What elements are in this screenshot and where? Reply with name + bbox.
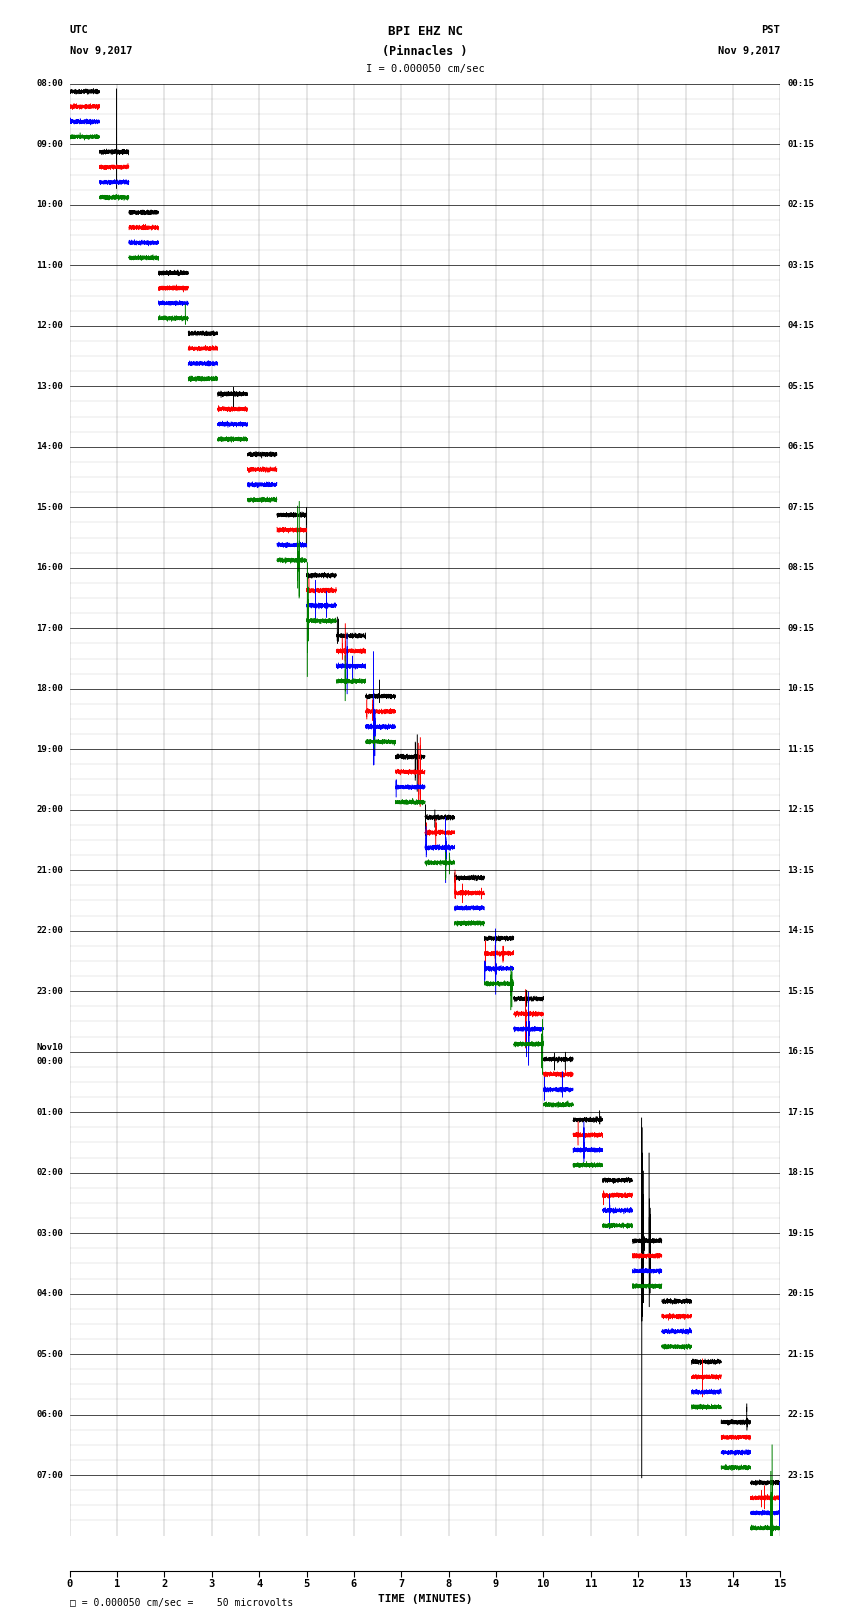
- Text: 07:15: 07:15: [787, 503, 814, 511]
- Text: Nov10: Nov10: [36, 1042, 63, 1052]
- Text: 03:00: 03:00: [36, 1229, 63, 1237]
- Text: 20:00: 20:00: [36, 805, 63, 815]
- Text: 05:00: 05:00: [36, 1350, 63, 1358]
- Text: Nov 9,2017: Nov 9,2017: [70, 47, 133, 56]
- Text: 12:15: 12:15: [787, 805, 814, 815]
- Text: 18:15: 18:15: [787, 1168, 814, 1177]
- Text: I = 0.000050 cm/sec: I = 0.000050 cm/sec: [366, 65, 484, 74]
- Text: 16:00: 16:00: [36, 563, 63, 573]
- Text: 23:15: 23:15: [787, 1471, 814, 1479]
- Text: 11:15: 11:15: [787, 745, 814, 753]
- Text: 12:00: 12:00: [36, 321, 63, 331]
- Text: 06:00: 06:00: [36, 1410, 63, 1419]
- Text: 21:00: 21:00: [36, 866, 63, 874]
- Text: 00:00: 00:00: [36, 1057, 63, 1066]
- Text: 17:15: 17:15: [787, 1108, 814, 1116]
- Text: 17:00: 17:00: [36, 624, 63, 632]
- Text: 13:00: 13:00: [36, 382, 63, 390]
- Text: 00:15: 00:15: [787, 79, 814, 89]
- Text: 07:00: 07:00: [36, 1471, 63, 1479]
- Text: 15:00: 15:00: [36, 503, 63, 511]
- Text: 14:15: 14:15: [787, 926, 814, 936]
- Text: 19:00: 19:00: [36, 745, 63, 753]
- X-axis label: TIME (MINUTES): TIME (MINUTES): [377, 1594, 473, 1603]
- Text: PST: PST: [762, 26, 780, 35]
- Text: 19:15: 19:15: [787, 1229, 814, 1237]
- Text: 04:15: 04:15: [787, 321, 814, 331]
- Text: 18:00: 18:00: [36, 684, 63, 694]
- Text: 09:00: 09:00: [36, 140, 63, 148]
- Text: 06:15: 06:15: [787, 442, 814, 452]
- Text: (Pinnacles ): (Pinnacles ): [382, 45, 468, 58]
- Text: Nov 9,2017: Nov 9,2017: [717, 47, 780, 56]
- Text: 01:00: 01:00: [36, 1108, 63, 1116]
- Text: 08:15: 08:15: [787, 563, 814, 573]
- Text: 21:15: 21:15: [787, 1350, 814, 1358]
- Text: BPI EHZ NC: BPI EHZ NC: [388, 26, 462, 39]
- Text: 10:15: 10:15: [787, 684, 814, 694]
- Text: 20:15: 20:15: [787, 1289, 814, 1298]
- Text: 05:15: 05:15: [787, 382, 814, 390]
- Text: 08:00: 08:00: [36, 79, 63, 89]
- Text: 23:00: 23:00: [36, 987, 63, 995]
- Text: UTC: UTC: [70, 26, 88, 35]
- Text: 02:00: 02:00: [36, 1168, 63, 1177]
- Text: 14:00: 14:00: [36, 442, 63, 452]
- Text: 01:15: 01:15: [787, 140, 814, 148]
- Text: 15:15: 15:15: [787, 987, 814, 995]
- Text: 03:15: 03:15: [787, 261, 814, 269]
- Text: 16:15: 16:15: [787, 1047, 814, 1057]
- Text: 11:00: 11:00: [36, 261, 63, 269]
- Text: 04:00: 04:00: [36, 1289, 63, 1298]
- Text: 13:15: 13:15: [787, 866, 814, 874]
- Text: 02:15: 02:15: [787, 200, 814, 210]
- Text: 22:00: 22:00: [36, 926, 63, 936]
- Text: 10:00: 10:00: [36, 200, 63, 210]
- Text: 09:15: 09:15: [787, 624, 814, 632]
- Text: 22:15: 22:15: [787, 1410, 814, 1419]
- Text: □ = 0.000050 cm/sec =    50 microvolts: □ = 0.000050 cm/sec = 50 microvolts: [70, 1598, 293, 1608]
